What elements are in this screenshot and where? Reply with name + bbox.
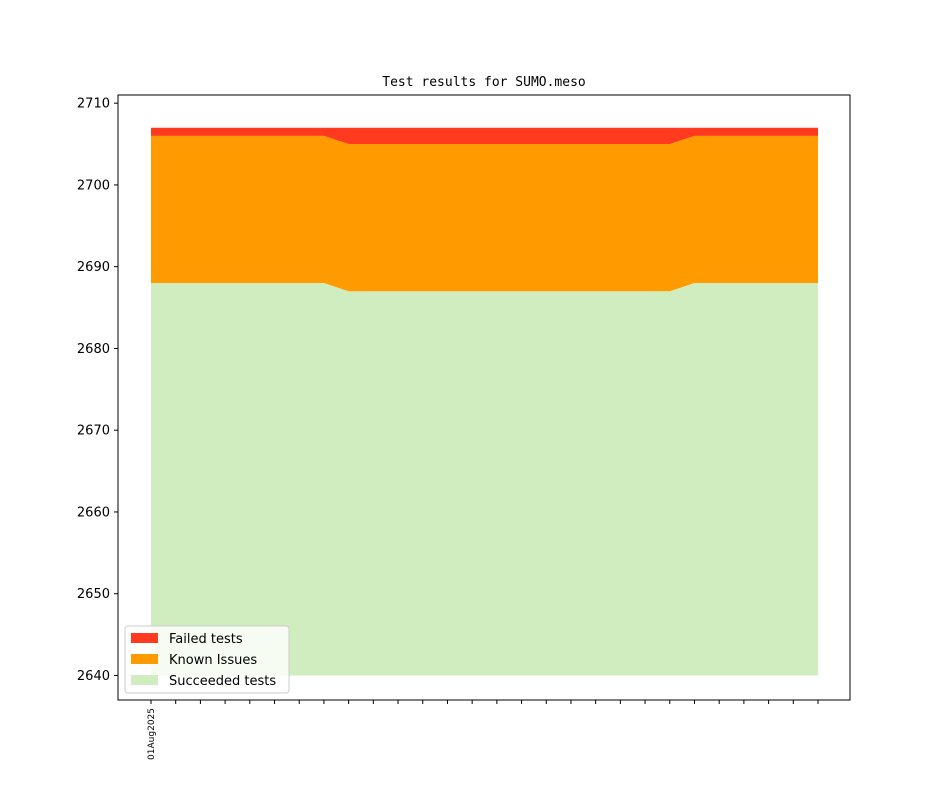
legend-label-known-issues: Known Issues xyxy=(169,653,257,668)
y-axis: 2640 2650 2660 2670 2680 2690 2700 2710 xyxy=(77,97,118,684)
legend-box xyxy=(124,625,290,694)
chart-legend: Failed tests Known Issues Succeeded tests xyxy=(124,625,290,694)
y-tick-label: 2680 xyxy=(77,342,110,357)
legend-swatch-succeeded-tests xyxy=(131,675,158,685)
legend-label-succeeded-tests: Succeeded tests xyxy=(169,674,276,689)
y-tick-label: 2640 xyxy=(77,669,110,684)
area-succeeded-tests xyxy=(151,283,818,676)
y-tick-label: 2650 xyxy=(77,587,110,602)
chart-title: Test results for SUMO.meso xyxy=(382,75,586,90)
y-tick-label: 2700 xyxy=(77,178,110,193)
y-tick-label: 2690 xyxy=(77,260,110,275)
x-axis: 01Aug2025 xyxy=(147,700,819,760)
area-known-issues xyxy=(151,135,818,292)
legend-swatch-known-issues xyxy=(131,654,158,664)
y-tick-label: 2710 xyxy=(77,97,110,112)
area-failed-tests xyxy=(151,127,818,145)
legend-swatch-failed-tests xyxy=(131,633,158,643)
y-tick-label: 2670 xyxy=(77,424,110,439)
plot-area-frame xyxy=(117,94,851,701)
stacked-areas xyxy=(151,127,818,676)
legend-label-failed-tests: Failed tests xyxy=(169,632,243,647)
y-tick-label: 2660 xyxy=(77,505,110,520)
x-tick-label: 01Aug2025 xyxy=(147,708,157,760)
